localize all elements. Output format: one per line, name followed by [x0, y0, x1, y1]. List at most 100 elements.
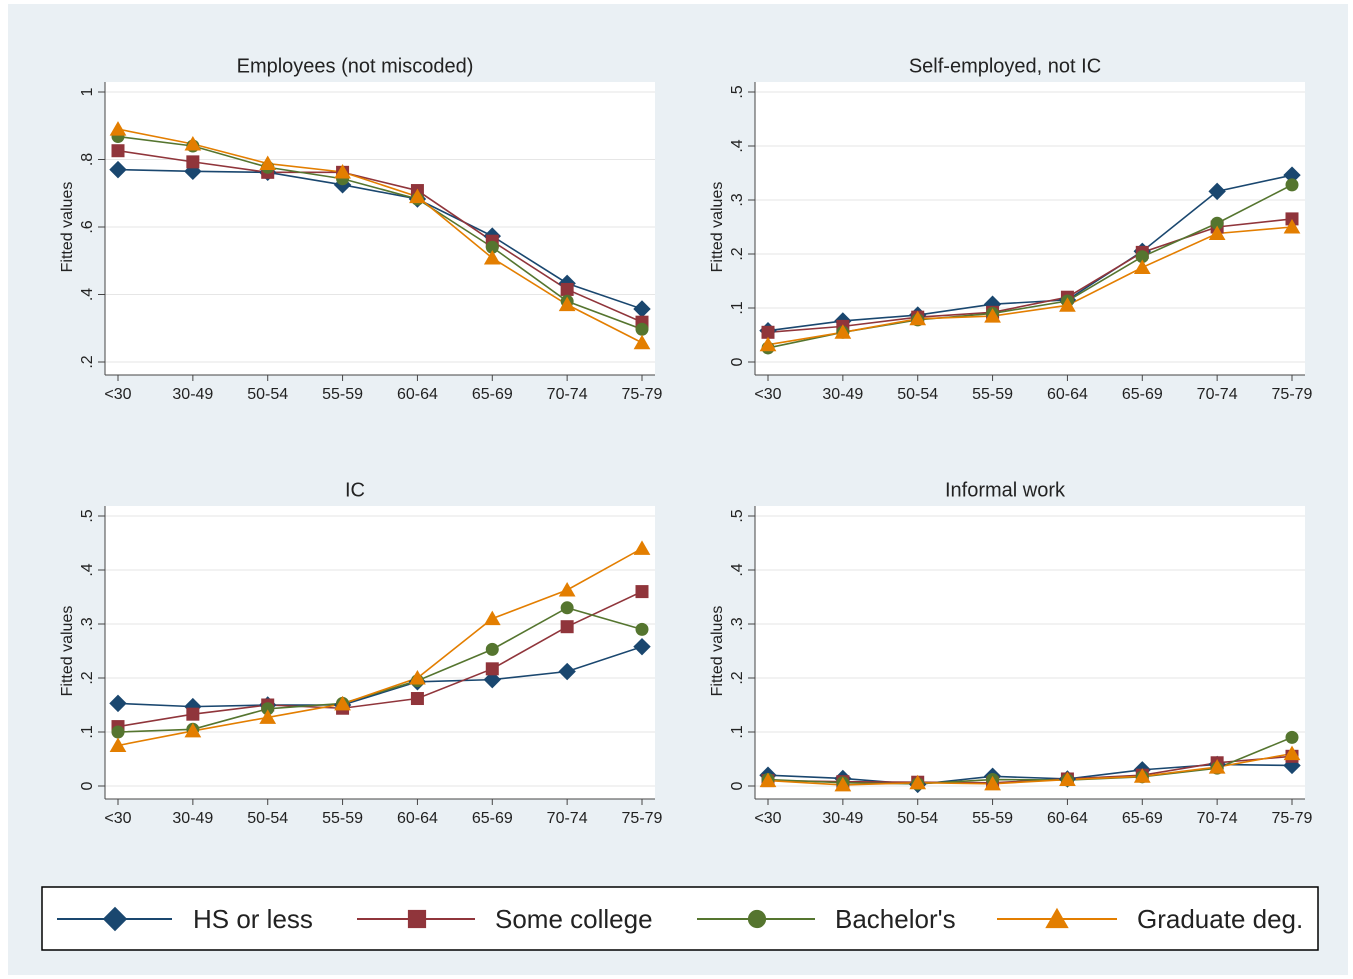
y-axis-title: Fitted values	[59, 606, 76, 697]
series-line	[117, 135, 643, 331]
data-point	[111, 144, 125, 158]
data-point	[184, 722, 202, 738]
data-point	[984, 308, 1001, 323]
x-tick-label: <30	[754, 386, 781, 403]
chart-title: Informal work	[945, 479, 1066, 501]
x-tick-label: 65-69	[472, 386, 513, 403]
data-point	[560, 620, 574, 634]
series-line	[117, 590, 643, 728]
y-axis-title: Fitted values	[709, 606, 726, 697]
y-tick-label: 1	[79, 87, 96, 96]
legend-label: Some college	[495, 904, 653, 934]
x-tick-label: 60-64	[397, 386, 438, 403]
data-point	[259, 709, 277, 724]
data-point	[184, 135, 202, 151]
data-point	[909, 774, 927, 790]
data-point	[109, 737, 127, 752]
x-tick-label: 70-74	[1197, 386, 1238, 403]
data-point	[409, 669, 426, 685]
data-point	[483, 610, 501, 626]
y-tick-label: .3	[729, 617, 746, 630]
series-line	[117, 606, 643, 733]
data-point	[1208, 759, 1226, 774]
x-tick-label: 30-49	[172, 386, 213, 403]
plot-area	[755, 506, 1305, 799]
data-point	[558, 581, 576, 597]
legend-label: Graduate deg.	[1137, 904, 1303, 934]
data-point	[485, 642, 499, 656]
x-tick-label: 70-74	[1197, 810, 1238, 827]
x-tick-label: 55-59	[322, 810, 363, 827]
series-line	[767, 174, 1293, 332]
data-point	[109, 160, 127, 179]
series-line	[767, 226, 1293, 346]
data-point	[633, 334, 651, 350]
series-line	[117, 645, 643, 708]
y-tick-label: .8	[79, 153, 96, 166]
y-tick-label: .6	[79, 220, 96, 233]
x-tick-label: 65-69	[472, 810, 513, 827]
data-point	[1059, 297, 1076, 312]
data-point	[633, 540, 651, 555]
y-tick-label: 0	[729, 357, 746, 366]
data-point	[558, 296, 576, 312]
chart-title: Employees (not miscoded)	[237, 55, 474, 77]
x-tick-label: 55-59	[972, 386, 1013, 403]
legend-marker	[747, 909, 767, 929]
plot-area	[105, 82, 655, 375]
data-point	[834, 776, 852, 792]
data-point	[483, 250, 501, 265]
data-point	[560, 601, 574, 615]
legend-label: HS or less	[193, 904, 313, 934]
x-tick-label: 75-79	[622, 810, 663, 827]
y-tick-label: .2	[79, 671, 96, 684]
data-point	[109, 694, 127, 713]
y-tick-label: .4	[79, 288, 96, 301]
y-tick-label: .3	[79, 617, 96, 630]
x-tick-label: <30	[104, 386, 131, 403]
data-point	[334, 163, 351, 179]
data-point	[109, 121, 127, 136]
legend-marker	[407, 909, 427, 929]
y-tick-label: .4	[729, 563, 746, 576]
y-tick-label: .5	[729, 85, 746, 98]
legend-marker	[102, 906, 128, 932]
data-point	[635, 585, 649, 599]
y-tick-label: 0	[729, 781, 746, 790]
x-tick-label: 30-49	[822, 810, 863, 827]
data-point	[984, 775, 1001, 791]
y-tick-label: 0	[79, 781, 96, 790]
y-tick-label: .1	[729, 725, 746, 738]
data-point	[834, 324, 852, 339]
series-line	[117, 168, 643, 310]
data-point	[259, 155, 277, 171]
plot-area	[105, 506, 655, 799]
data-point	[761, 325, 775, 339]
series-line	[767, 218, 1293, 334]
data-point	[1133, 768, 1151, 783]
data-point	[483, 670, 501, 689]
data-point	[1059, 771, 1076, 787]
chart-title: Self-employed, not IC	[909, 55, 1101, 77]
data-point	[186, 155, 200, 169]
series-line	[767, 755, 1293, 784]
series-line	[767, 752, 1293, 786]
x-tick-label: 60-64	[1047, 810, 1088, 827]
y-tick-label: .1	[79, 725, 96, 738]
y-tick-label: .5	[79, 509, 96, 522]
data-point	[909, 310, 927, 326]
x-tick-label: 75-79	[1272, 810, 1313, 827]
data-point	[759, 336, 777, 352]
y-axis-title: Fitted values	[59, 182, 76, 273]
legend-label: Bachelor's	[835, 904, 956, 934]
series-line	[117, 149, 643, 323]
x-tick-label: 70-74	[547, 810, 588, 827]
data-point	[410, 692, 424, 706]
data-point	[635, 622, 649, 636]
series-line	[767, 736, 1293, 785]
data-point	[334, 695, 351, 711]
x-tick-label: <30	[754, 810, 781, 827]
y-axis-title: Fitted values	[709, 182, 726, 273]
data-point	[558, 662, 576, 681]
legend-marker	[1045, 907, 1069, 929]
